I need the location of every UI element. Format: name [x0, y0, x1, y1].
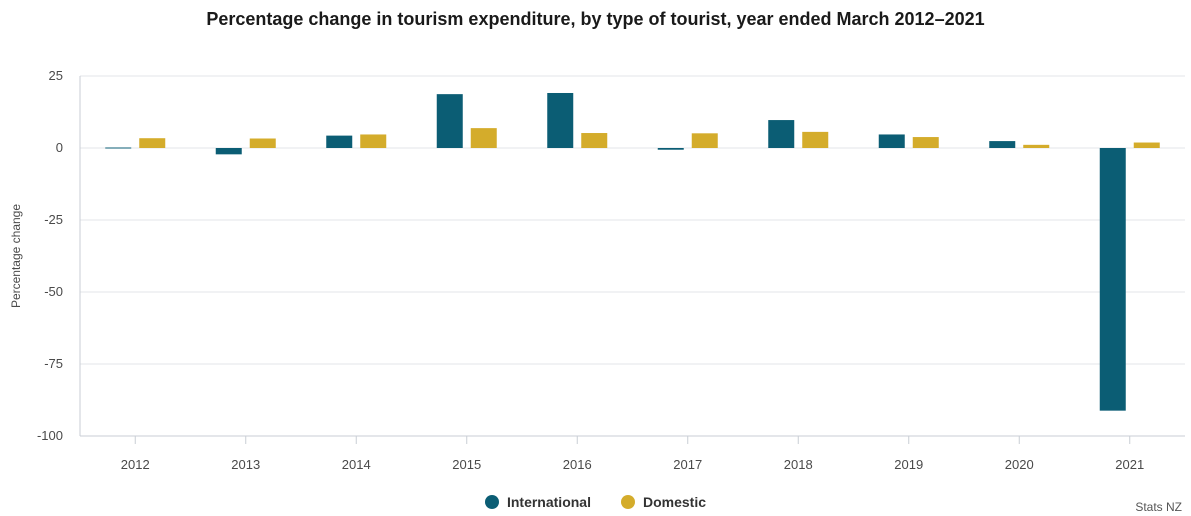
bar-international-2013[interactable] — [215, 148, 242, 155]
y-tick-label: -75 — [44, 356, 63, 371]
bar-international-2020[interactable] — [989, 141, 1016, 148]
chart-title: Percentage change in tourism expenditure… — [206, 9, 985, 29]
bar-domestic-2021[interactable] — [1133, 142, 1160, 148]
y-axis-title: Percentage change — [9, 204, 23, 308]
gridlines — [80, 75, 1185, 437]
bar-domestic-2013[interactable] — [249, 138, 276, 148]
bar-domestic-2018[interactable] — [802, 131, 829, 148]
bar-international-2014[interactable] — [326, 135, 353, 148]
x-tick-label: 2021 — [1115, 457, 1144, 472]
y-tick-label: 25 — [49, 68, 63, 83]
x-tick-label: 2013 — [231, 457, 260, 472]
x-tick-label: 2020 — [1005, 457, 1034, 472]
x-tick-label: 2016 — [563, 457, 592, 472]
legend-label-international: International — [506, 494, 591, 510]
y-tick-label: -25 — [44, 212, 63, 227]
bar-domestic-2020[interactable] — [1023, 144, 1050, 148]
x-tick-label: 2019 — [894, 457, 923, 472]
bar-domestic-2017[interactable] — [691, 133, 718, 148]
bar-domestic-2019[interactable] — [912, 137, 939, 148]
legend-swatch-international — [484, 495, 499, 509]
legend-swatch-domestic — [620, 495, 635, 509]
legend-item-international[interactable]: International — [484, 494, 591, 510]
y-tick-label: -100 — [37, 428, 63, 443]
bar-international-2017[interactable] — [657, 148, 684, 150]
bar-international-2018[interactable] — [768, 120, 795, 148]
legend: International Domestic — [0, 494, 1191, 510]
x-tick-label: 2017 — [673, 457, 702, 472]
bar-international-2019[interactable] — [878, 134, 905, 148]
bar-domestic-2012[interactable] — [139, 138, 166, 148]
bar-chart: 25 0 -25 -50 -75 -100 2012 2013 2014 2015 2016 2017… — [9, 68, 1185, 472]
bar-international-2021[interactable] — [1099, 148, 1126, 411]
x-tick-label: 2012 — [121, 457, 150, 472]
y-tick-label: 0 — [56, 140, 63, 155]
axes: 25 0 -25 -50 -75 -100 2012 2013 2014 2015 2016 2017… — [37, 68, 1185, 472]
x-tick-label: 2015 — [452, 457, 481, 472]
bar-domestic-2014[interactable] — [360, 134, 387, 148]
x-tick-label: 2018 — [784, 457, 813, 472]
y-tick-label: -50 — [44, 284, 63, 299]
legend-label-domestic: Domestic — [642, 494, 707, 510]
legend-item-domestic[interactable]: Domestic — [620, 494, 707, 510]
bar-international-2016[interactable] — [547, 92, 574, 148]
bar-domestic-2015[interactable] — [470, 128, 497, 148]
bar-international-2012[interactable] — [105, 147, 132, 149]
bars — [105, 92, 1160, 411]
bar-domestic-2016[interactable] — [581, 133, 608, 148]
source-credit: Stats NZ — [1135, 500, 1182, 514]
x-tick-label: 2014 — [342, 457, 371, 472]
bar-international-2015[interactable] — [436, 94, 463, 148]
